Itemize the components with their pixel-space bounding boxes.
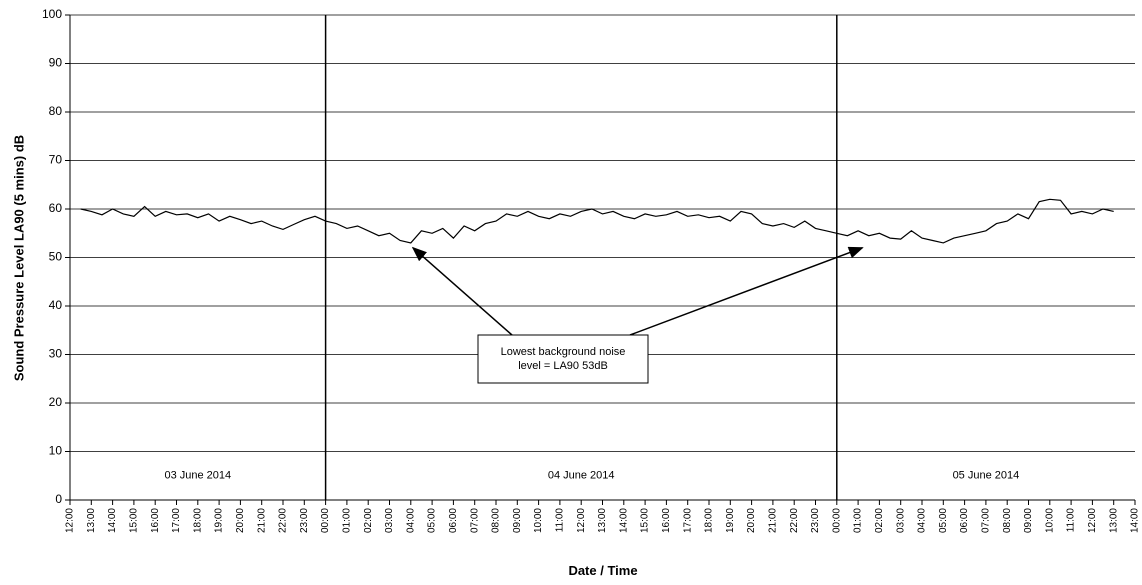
y-tick-label: 80 bbox=[49, 104, 63, 118]
annotation-arrow bbox=[629, 246, 864, 336]
y-tick-label: 100 bbox=[42, 7, 62, 21]
day-label: 04 June 2014 bbox=[548, 470, 615, 482]
y-tick-label: 60 bbox=[49, 201, 63, 215]
x-tick-label: 08:00 bbox=[1002, 508, 1013, 533]
x-tick-label: 23:00 bbox=[299, 508, 310, 533]
annotation-arrow bbox=[411, 246, 513, 336]
x-tick-label: 14:00 bbox=[1130, 508, 1141, 533]
x-tick-label: 11:00 bbox=[555, 508, 566, 533]
x-tick-label: 15:00 bbox=[640, 508, 651, 533]
x-tick-label: 13:00 bbox=[597, 508, 608, 533]
x-tick-label: 17:00 bbox=[682, 508, 693, 533]
x-tick-label: 18:00 bbox=[704, 508, 715, 533]
x-tick-label: 18:00 bbox=[192, 508, 203, 533]
x-tick-label: 21:00 bbox=[256, 508, 267, 533]
x-tick-label: 07:00 bbox=[981, 508, 992, 533]
x-tick-label: 19:00 bbox=[725, 508, 736, 533]
x-tick-label: 02:00 bbox=[363, 508, 374, 533]
x-tick-label: 12:00 bbox=[65, 508, 76, 533]
y-tick-label: 50 bbox=[49, 250, 63, 264]
x-tick-label: 01:00 bbox=[342, 508, 353, 533]
x-tick-label: 05:00 bbox=[938, 508, 949, 533]
x-tick-label: 12:00 bbox=[1087, 508, 1098, 533]
x-tick-label: 19:00 bbox=[214, 508, 225, 533]
x-tick-label: 00:00 bbox=[831, 508, 842, 533]
x-tick-label: 01:00 bbox=[853, 508, 864, 533]
x-tick-label: 14:00 bbox=[618, 508, 629, 533]
x-tick-label: 21:00 bbox=[768, 508, 779, 533]
x-tick-label: 09:00 bbox=[1023, 508, 1034, 533]
x-tick-label: 23:00 bbox=[810, 508, 821, 533]
x-tick-label: 00:00 bbox=[320, 508, 331, 533]
x-tick-label: 07:00 bbox=[469, 508, 480, 533]
x-tick-label: 13:00 bbox=[86, 508, 97, 533]
x-axis-title: Date / Time bbox=[568, 563, 637, 578]
x-tick-label: 22:00 bbox=[789, 508, 800, 533]
annotation-text: level = LA90 53dB bbox=[518, 360, 608, 372]
x-tick-label: 03:00 bbox=[895, 508, 906, 533]
y-tick-label: 70 bbox=[49, 153, 63, 167]
y-tick-label: 20 bbox=[49, 395, 63, 409]
x-tick-label: 15:00 bbox=[129, 508, 140, 533]
y-tick-label: 30 bbox=[49, 347, 63, 361]
x-tick-label: 22:00 bbox=[278, 508, 289, 533]
x-tick-label: 04:00 bbox=[405, 508, 416, 533]
y-tick-label: 40 bbox=[49, 298, 63, 312]
annotation-text: Lowest background noise bbox=[501, 346, 626, 358]
x-tick-label: 16:00 bbox=[661, 508, 672, 533]
x-tick-label: 13:00 bbox=[1108, 508, 1119, 533]
x-tick-label: 12:00 bbox=[576, 508, 587, 533]
annotation-box bbox=[477, 334, 649, 384]
y-axis-title: Sound Pressure Level LA90 (5 mins) dB bbox=[11, 135, 26, 381]
x-tick-label: 02:00 bbox=[874, 508, 885, 533]
x-tick-label: 14:00 bbox=[107, 508, 118, 533]
y-tick-label: 10 bbox=[49, 444, 63, 458]
x-tick-label: 11:00 bbox=[1066, 508, 1077, 533]
x-tick-label: 03:00 bbox=[384, 508, 395, 533]
data-line bbox=[80, 198, 1114, 244]
y-tick-label: 0 bbox=[55, 492, 62, 506]
x-tick-label: 06:00 bbox=[448, 508, 459, 533]
y-tick-label: 90 bbox=[49, 56, 63, 70]
x-tick-label: 04:00 bbox=[917, 508, 928, 533]
x-tick-label: 08:00 bbox=[491, 508, 502, 533]
x-tick-label: 16:00 bbox=[150, 508, 161, 533]
x-tick-label: 20:00 bbox=[746, 508, 757, 533]
day-label: 03 June 2014 bbox=[164, 470, 231, 482]
x-tick-label: 20:00 bbox=[235, 508, 246, 533]
x-tick-label: 06:00 bbox=[959, 508, 970, 533]
x-tick-label: 05:00 bbox=[427, 508, 438, 533]
x-tick-label: 09:00 bbox=[512, 508, 523, 533]
x-tick-label: 17:00 bbox=[171, 508, 182, 533]
x-tick-label: 10:00 bbox=[533, 508, 544, 533]
day-label: 05 June 2014 bbox=[953, 470, 1020, 482]
x-tick-label: 10:00 bbox=[1044, 508, 1055, 533]
